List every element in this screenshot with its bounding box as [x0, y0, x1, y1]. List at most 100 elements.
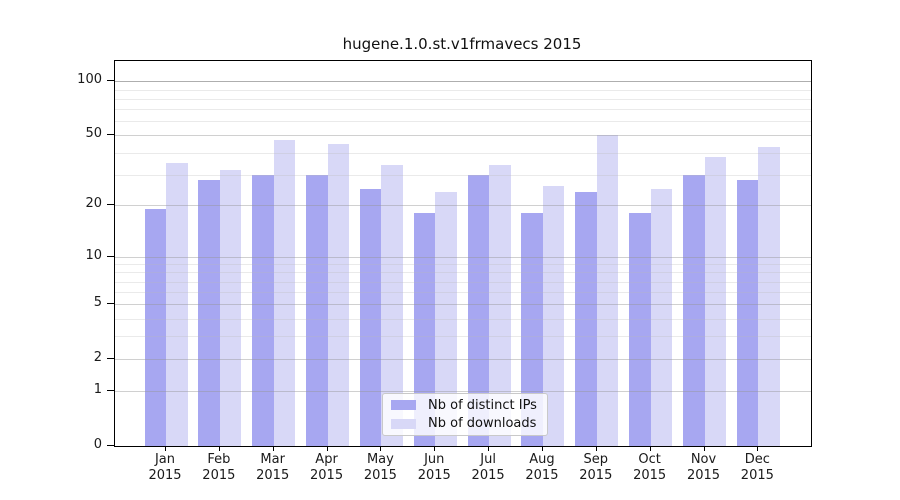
bar-downloads-mar [273, 140, 296, 446]
x-tick-label-feb: Feb 2015 [191, 452, 247, 484]
legend-label-downloads: Nb of downloads [428, 416, 537, 432]
y-tick-mark-10 [107, 255, 114, 257]
gridline-minor-30 [115, 174, 811, 176]
gridline-minor-8 [115, 272, 811, 274]
x-tick-label-oct: Oct 2015 [622, 452, 678, 484]
x-tick-label-jul: Jul 2015 [460, 452, 516, 484]
x-tick-month: Jul [480, 452, 496, 467]
gridline-20 [115, 205, 811, 207]
y-tick-label-50: 50 [85, 126, 102, 142]
bar-downloads-jun [435, 191, 457, 446]
plot-area: Nb of distinct IPs Nb of downloads [114, 60, 812, 447]
bar-downloads-apr [327, 143, 350, 446]
x-tick-year: 2015 [256, 468, 290, 483]
x-tick-label-mar: Mar 2015 [245, 452, 301, 484]
x-tick-mark-apr [326, 446, 328, 451]
bar-downloads-dec [758, 147, 780, 446]
x-tick-month: May [366, 452, 394, 467]
bar-downloads-feb [219, 169, 242, 446]
x-tick-year: 2015 [310, 468, 344, 483]
bar-distinct-ips-apr [306, 174, 328, 446]
x-tick-month: Oct [638, 452, 661, 467]
x-tick-year: 2015 [633, 468, 667, 483]
bar-downloads-aug [542, 185, 565, 446]
y-tick-mark-50 [107, 134, 114, 136]
x-tick-mark-sep [595, 446, 597, 451]
x-tick-mark-jul [488, 446, 490, 451]
x-tick-month: Jun [424, 452, 445, 467]
bar-distinct-ips-aug [521, 213, 543, 446]
x-tick-label-aug: Aug 2015 [514, 452, 570, 484]
y-tick-label-100: 100 [77, 72, 102, 88]
x-tick-month: Mar [260, 452, 285, 467]
x-tick-mark-aug [541, 446, 543, 451]
gridline-minor-80 [115, 98, 811, 100]
bar-downloads-nov [704, 156, 726, 446]
bar-distinct-ips-jun [413, 213, 436, 446]
x-tick-label-jun: Jun 2015 [406, 452, 462, 484]
bar-downloads-sep [596, 135, 619, 446]
bar-downloads-jul [489, 165, 511, 446]
gridline-minor-3 [115, 336, 811, 338]
bar-distinct-ips-may [359, 188, 382, 446]
y-tick-label-2: 2 [93, 350, 102, 366]
gridlines-layer [115, 61, 811, 446]
x-tick-year: 2015 [363, 468, 397, 483]
x-tick-month: Feb [207, 452, 231, 467]
legend-swatch-downloads [391, 418, 416, 429]
x-tick-label-nov: Nov 2015 [676, 452, 732, 484]
x-tick-label-jan: Jan 2015 [137, 452, 193, 484]
bar-downloads-may [381, 165, 403, 446]
gridline-minor-90 [115, 89, 811, 91]
x-tick-mark-feb [218, 446, 220, 451]
x-tick-mark-nov [703, 446, 705, 451]
gridline-2 [115, 359, 811, 361]
bar-distinct-ips-feb [198, 179, 220, 446]
bar-distinct-ips-oct [629, 213, 651, 446]
y-tick-mark-0 [107, 445, 114, 446]
bar-distinct-ips-sep [575, 191, 597, 446]
y-tick-label-1: 1 [93, 382, 102, 398]
gridline-5 [115, 304, 811, 306]
gridline-100 [115, 81, 811, 83]
x-tick-label-apr: Apr 2015 [299, 452, 355, 484]
x-tick-month: Jan [154, 452, 176, 467]
gridline-minor-40 [115, 152, 811, 154]
x-tick-year: 2015 [148, 468, 182, 483]
y-tick-label-0: 0 [93, 437, 102, 452]
x-tick-month: Aug [529, 452, 555, 467]
x-tick-month: Sep [583, 452, 609, 467]
gridline-minor-70 [115, 109, 811, 111]
gridline-50 [115, 135, 811, 137]
gridline-minor-7 [115, 281, 811, 283]
y-tick-mark-1 [107, 390, 114, 392]
x-tick-year: 2015 [417, 468, 451, 483]
gridline-10 [115, 256, 811, 258]
gridline-minor-6 [115, 292, 811, 294]
x-tick-year: 2015 [525, 468, 559, 483]
x-tick-mark-oct [649, 446, 651, 451]
gridline-minor-60 [115, 121, 811, 123]
bar-distinct-ips-nov [683, 174, 705, 446]
bar-distinct-ips-mar [252, 174, 274, 446]
x-tick-mark-jan [165, 446, 166, 451]
bars-layer [115, 61, 811, 446]
x-tick-mark-mar [272, 446, 274, 451]
legend: Nb of distinct IPs Nb of downloads [382, 393, 548, 436]
x-tick-mark-may [380, 446, 382, 451]
x-tick-label-dec: Dec 2015 [729, 452, 785, 484]
x-tick-year: 2015 [579, 468, 613, 483]
bar-downloads-oct [650, 188, 673, 446]
y-tick-mark-2 [107, 358, 114, 360]
y-tick-mark-20 [107, 204, 114, 206]
x-tick-month: Dec [744, 452, 770, 467]
x-tick-year: 2015 [686, 468, 721, 483]
legend-swatch-distinct-ips [391, 400, 416, 411]
x-tick-label-sep: Sep 2015 [568, 452, 624, 484]
y-tick-label-10: 10 [85, 247, 102, 263]
chart-title: hugene.1.0.st.v1frmavecs 2015 [342, 35, 582, 53]
gridline-minor-9 [115, 264, 811, 266]
y-tick-label-20: 20 [85, 196, 102, 212]
legend-item-distinct-ips: Nb of distinct IPs [391, 398, 547, 413]
